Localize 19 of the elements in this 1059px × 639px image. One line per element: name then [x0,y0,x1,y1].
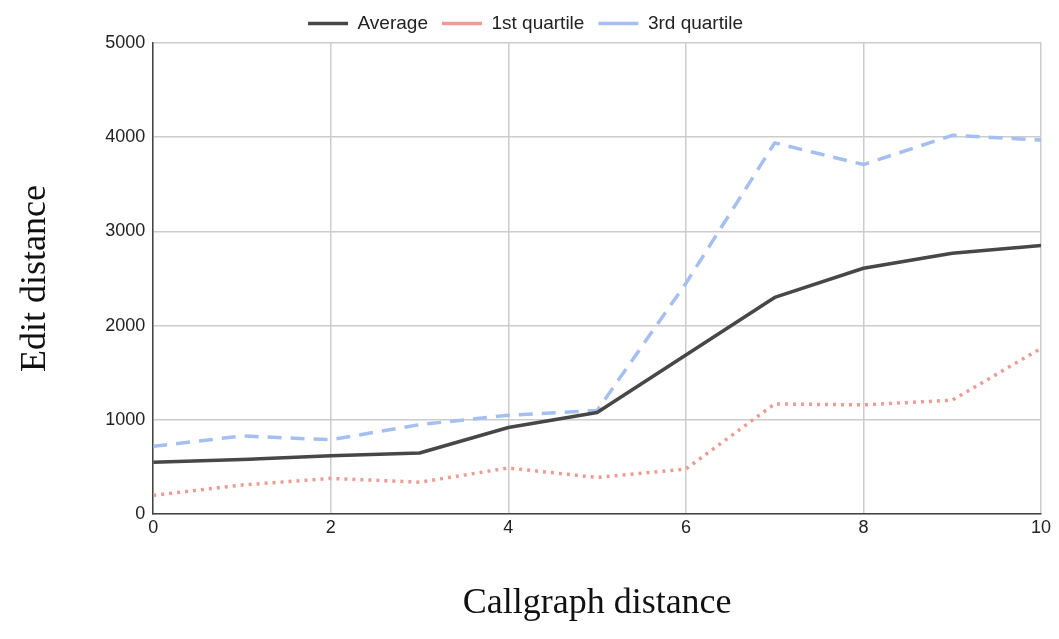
y-tick-label: 5000 [105,31,146,52]
y-axis-title: Edit distance [13,185,54,373]
legend-label: 3rd quartile [647,11,743,33]
x-tick-label: 10 [1030,516,1052,537]
x-tick-label: 2 [325,516,336,537]
line-series [153,346,1041,498]
y-tick-label: 0 [135,503,146,524]
legend-label: Average [357,11,428,33]
line-series [153,133,1041,449]
y-tick-label: 1000 [105,408,146,429]
x-axis-title: Callgraph distance [462,580,732,621]
y-tick-label: 4000 [105,126,146,147]
x-tick-label: 6 [680,516,691,537]
legend-label: 1st quartile [491,11,585,33]
y-tick-label: 2000 [105,314,146,335]
y-tick-label: 3000 [105,220,146,241]
x-tick-label: 0 [148,516,159,537]
x-tick-label: 8 [858,516,869,537]
x-tick-label: 4 [503,516,514,537]
